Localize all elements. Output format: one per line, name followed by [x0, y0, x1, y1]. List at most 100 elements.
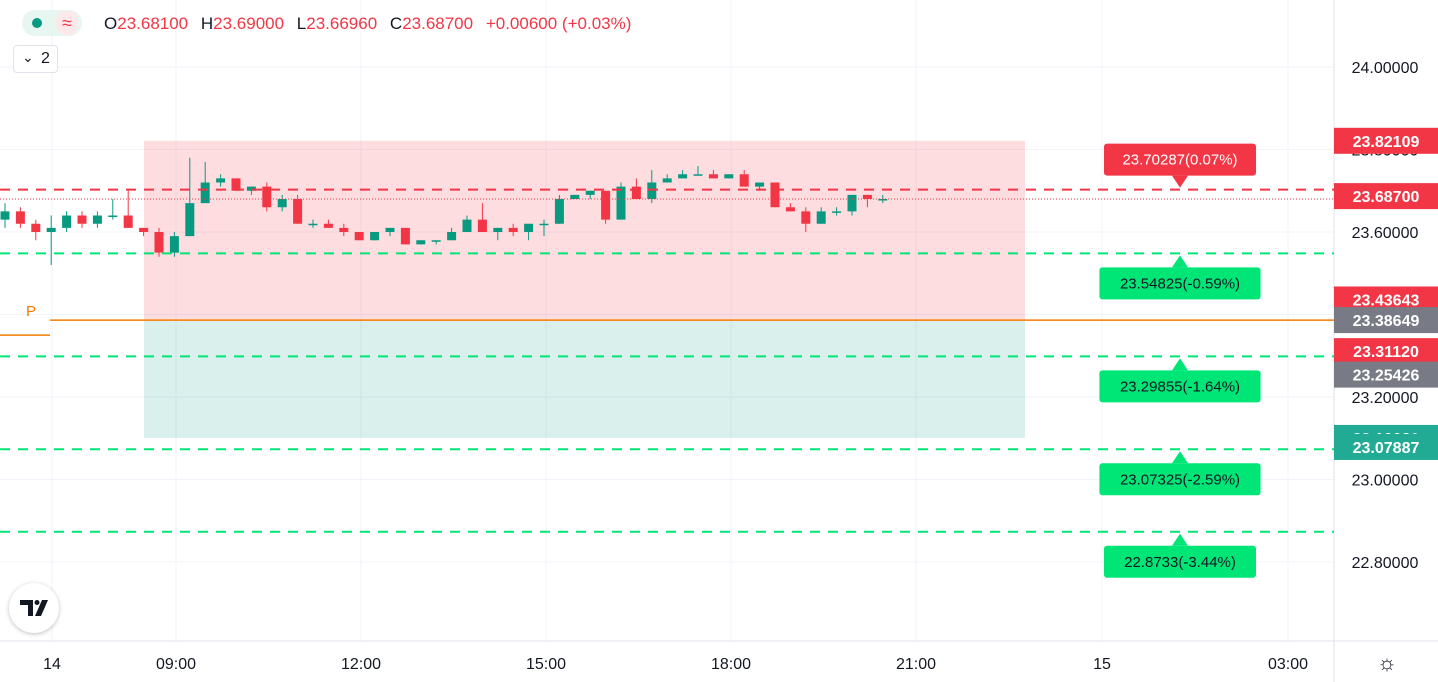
candle-body — [185, 203, 195, 237]
price-tag[interactable] — [1334, 433, 1438, 460]
candle-body — [693, 174, 703, 176]
candle-body — [493, 227, 503, 232]
candle — [354, 232, 364, 241]
candle — [169, 232, 179, 257]
candle-body — [770, 182, 780, 208]
candle — [539, 219, 549, 237]
candle-body — [447, 232, 457, 241]
level-label-box[interactable] — [1099, 463, 1261, 496]
candle-body — [385, 227, 395, 232]
candle — [262, 182, 272, 212]
candle — [139, 227, 149, 237]
candle-body — [77, 215, 87, 224]
candle-body — [62, 215, 72, 228]
position-profit-zone[interactable] — [144, 320, 1025, 438]
candle-body — [878, 199, 888, 201]
legend-change: +0.00600 (+0.03%) — [485, 14, 632, 33]
candle-body — [123, 215, 133, 228]
level-label: 23.07325(-2.59%) — [1120, 471, 1240, 488]
candle — [200, 161, 210, 204]
level-label: 23.29855(-1.64%) — [1120, 378, 1240, 395]
symbol-status-pill[interactable]: ≈ — [22, 10, 82, 36]
level-label: 23.70287(0.07%) — [1122, 152, 1237, 169]
level-label: 23.54825(-0.59%) — [1120, 275, 1240, 292]
price-tick-label: 23.60000 — [1352, 225, 1419, 242]
candle — [92, 211, 102, 228]
candle-body — [724, 174, 734, 179]
candle-body — [647, 182, 657, 199]
candle — [724, 174, 734, 179]
legend-high: 23.69000 — [213, 14, 285, 33]
candle — [493, 227, 503, 241]
candlestick-series — [0, 157, 1334, 265]
price-tick-label: 24.00000 — [1352, 60, 1419, 77]
price-tag[interactable] — [1334, 338, 1438, 365]
price-levels[interactable]: P 23.70287(0.07%) 23.54825(-0.59%) 23.29855… — [0, 143, 1334, 578]
long-position-box[interactable] — [144, 140, 1025, 438]
candle-body — [293, 199, 303, 224]
tradingview-logo[interactable] — [9, 583, 59, 633]
candle-body — [462, 219, 472, 232]
level-label-box[interactable] — [1099, 370, 1261, 403]
approx-data-icon[interactable]: ≈ — [56, 11, 78, 35]
price-tag[interactable] — [1334, 361, 1438, 388]
gear-icon[interactable]: ☼ — [1376, 650, 1398, 675]
candle-body — [739, 174, 749, 187]
price-axis[interactable]: 24.0000023.8000023.6000023.4000023.20000… — [1334, 60, 1438, 572]
indicators-collapse-button[interactable]: ⌄ 2 — [13, 45, 58, 73]
pivot-label: P — [26, 303, 36, 320]
candle-body — [15, 211, 25, 224]
price-tag-label: 23.38649 — [1353, 313, 1420, 330]
candle — [62, 211, 72, 232]
position-loss-zone[interactable] — [144, 140, 1025, 321]
candle — [0, 203, 10, 228]
level-label-box[interactable] — [1104, 143, 1256, 176]
indicator-count: 2 — [41, 50, 50, 67]
price-tick-label: 23.00000 — [1352, 473, 1419, 490]
candle-body — [370, 232, 380, 241]
candle-body — [508, 227, 518, 232]
price-tag-label: 23.25426 — [1353, 368, 1420, 385]
candle-body — [216, 178, 226, 183]
candle-body — [400, 227, 410, 245]
candle-body — [477, 219, 487, 232]
level-pointer — [1172, 451, 1188, 464]
price-tag[interactable] — [1334, 307, 1438, 334]
candle — [847, 194, 857, 216]
candle-body — [631, 186, 641, 199]
candle — [108, 199, 118, 220]
price-tick-label: 22.80000 — [1352, 555, 1419, 572]
level-pointer — [1172, 533, 1188, 546]
candle — [77, 211, 87, 228]
legend-close: 23.68700 — [402, 14, 474, 33]
candle — [462, 215, 472, 232]
chevron-down-icon: ⌄ — [22, 49, 34, 65]
level-label-box[interactable] — [1104, 545, 1256, 578]
candle-body — [354, 232, 364, 241]
candle-body — [585, 190, 595, 195]
candle — [832, 207, 842, 216]
candle-body — [92, 215, 102, 224]
price-tag[interactable] — [1334, 183, 1438, 210]
candle — [631, 178, 641, 199]
price-tick-label: 23.20000 — [1352, 390, 1419, 407]
price-tag[interactable] — [1334, 127, 1438, 154]
candle-body — [862, 194, 872, 199]
candle-body — [616, 186, 626, 220]
candle — [678, 170, 688, 179]
candle — [585, 190, 595, 199]
level-label-box[interactable] — [1099, 267, 1261, 300]
candle — [785, 203, 795, 212]
price-tag-label: 23.07887 — [1353, 440, 1420, 457]
candle — [801, 207, 811, 232]
candle-body — [323, 223, 333, 228]
candle-body — [154, 232, 164, 253]
time-axis[interactable]: 14 09:00 12:00 15:00 18:00 21:00 15 03:00 — [43, 656, 1308, 673]
candle — [400, 227, 410, 245]
price-tag-label: 23.68700 — [1353, 189, 1420, 206]
candle-body — [139, 227, 149, 232]
candle — [246, 186, 256, 195]
candle — [524, 223, 534, 241]
time-tick-label: 14 — [43, 656, 61, 673]
